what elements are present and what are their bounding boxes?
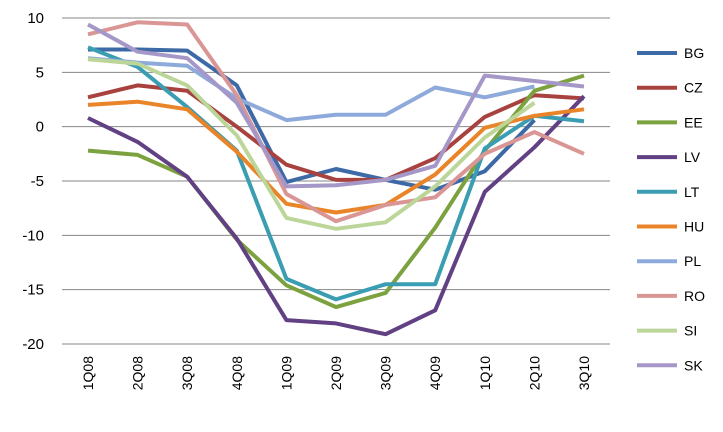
legend-item-cz: CZ [637, 80, 703, 96]
y-tick-label: 5 [36, 64, 44, 81]
y-axis-tick-labels: 10 5 0 -5 -10 -15 -20 [22, 10, 44, 353]
legend-label: EE [684, 114, 703, 130]
y-tick-label: -15 [22, 282, 44, 299]
legend-label: BG [684, 45, 704, 61]
x-tick-label: 1Q09 [278, 356, 294, 390]
x-tick-label: 2Q10 [526, 356, 542, 390]
legend-item-si: SI [637, 323, 697, 339]
y-tick-label: -10 [22, 227, 44, 244]
y-tick-label: 10 [27, 10, 44, 27]
x-tick-label: 3Q08 [179, 356, 195, 390]
legend-item-lt: LT [637, 184, 700, 200]
series-line-cz [87, 83, 585, 182]
x-tick-label: 4Q08 [229, 356, 245, 390]
x-tick-label: 1Q08 [80, 356, 96, 390]
legend-item-ee: EE [637, 114, 703, 130]
y-tick-label: 0 [36, 119, 44, 136]
series-line-si [87, 57, 536, 231]
legend-item-pl: PL [637, 253, 701, 269]
y-tick-label: -20 [22, 336, 44, 353]
y-tick-label: -5 [31, 173, 44, 190]
legend-item-bg: BG [637, 45, 704, 61]
legend-label: RO [684, 288, 705, 304]
legend-label: CZ [684, 80, 703, 96]
legend-label: LV [684, 149, 701, 165]
series-line-ee [87, 73, 585, 310]
legend-label: LT [684, 184, 700, 200]
series-line-lv [87, 94, 586, 337]
legend: BG CZ EE LV LT HU PL RO SI SK [637, 45, 705, 373]
legend-item-lv: LV [637, 149, 701, 165]
legend-label: SI [684, 323, 697, 339]
x-tick-label: 3Q10 [576, 356, 592, 390]
legend-label: SK [684, 357, 703, 373]
x-tick-label: 3Q09 [378, 356, 394, 390]
legend-label: PL [684, 253, 701, 269]
x-tick-label: 2Q08 [130, 356, 146, 390]
legend-label: HU [684, 219, 704, 235]
series-line-lt [87, 45, 585, 302]
series-lines [87, 20, 586, 337]
legend-item-ro: RO [637, 288, 705, 304]
legend-item-sk: SK [637, 357, 703, 373]
x-axis-tick-labels: 1Q08 2Q08 3Q08 4Q08 1Q09 2Q09 3Q09 4Q09 1Q10 2Q10… [80, 356, 592, 390]
x-tick-label: 1Q10 [477, 356, 493, 390]
series-line-bg [88, 47, 536, 192]
legend-item-hu: HU [637, 219, 704, 235]
series-line-pl [87, 56, 535, 123]
series-line-ro [87, 20, 585, 224]
x-tick-label: 4Q09 [427, 356, 443, 390]
x-tick-label: 2Q09 [328, 356, 344, 390]
series-line-sk [87, 22, 585, 189]
